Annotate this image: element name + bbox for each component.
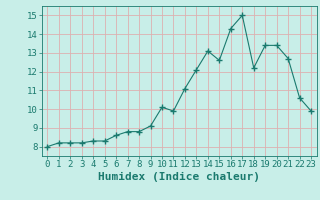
X-axis label: Humidex (Indice chaleur): Humidex (Indice chaleur) bbox=[98, 172, 260, 182]
